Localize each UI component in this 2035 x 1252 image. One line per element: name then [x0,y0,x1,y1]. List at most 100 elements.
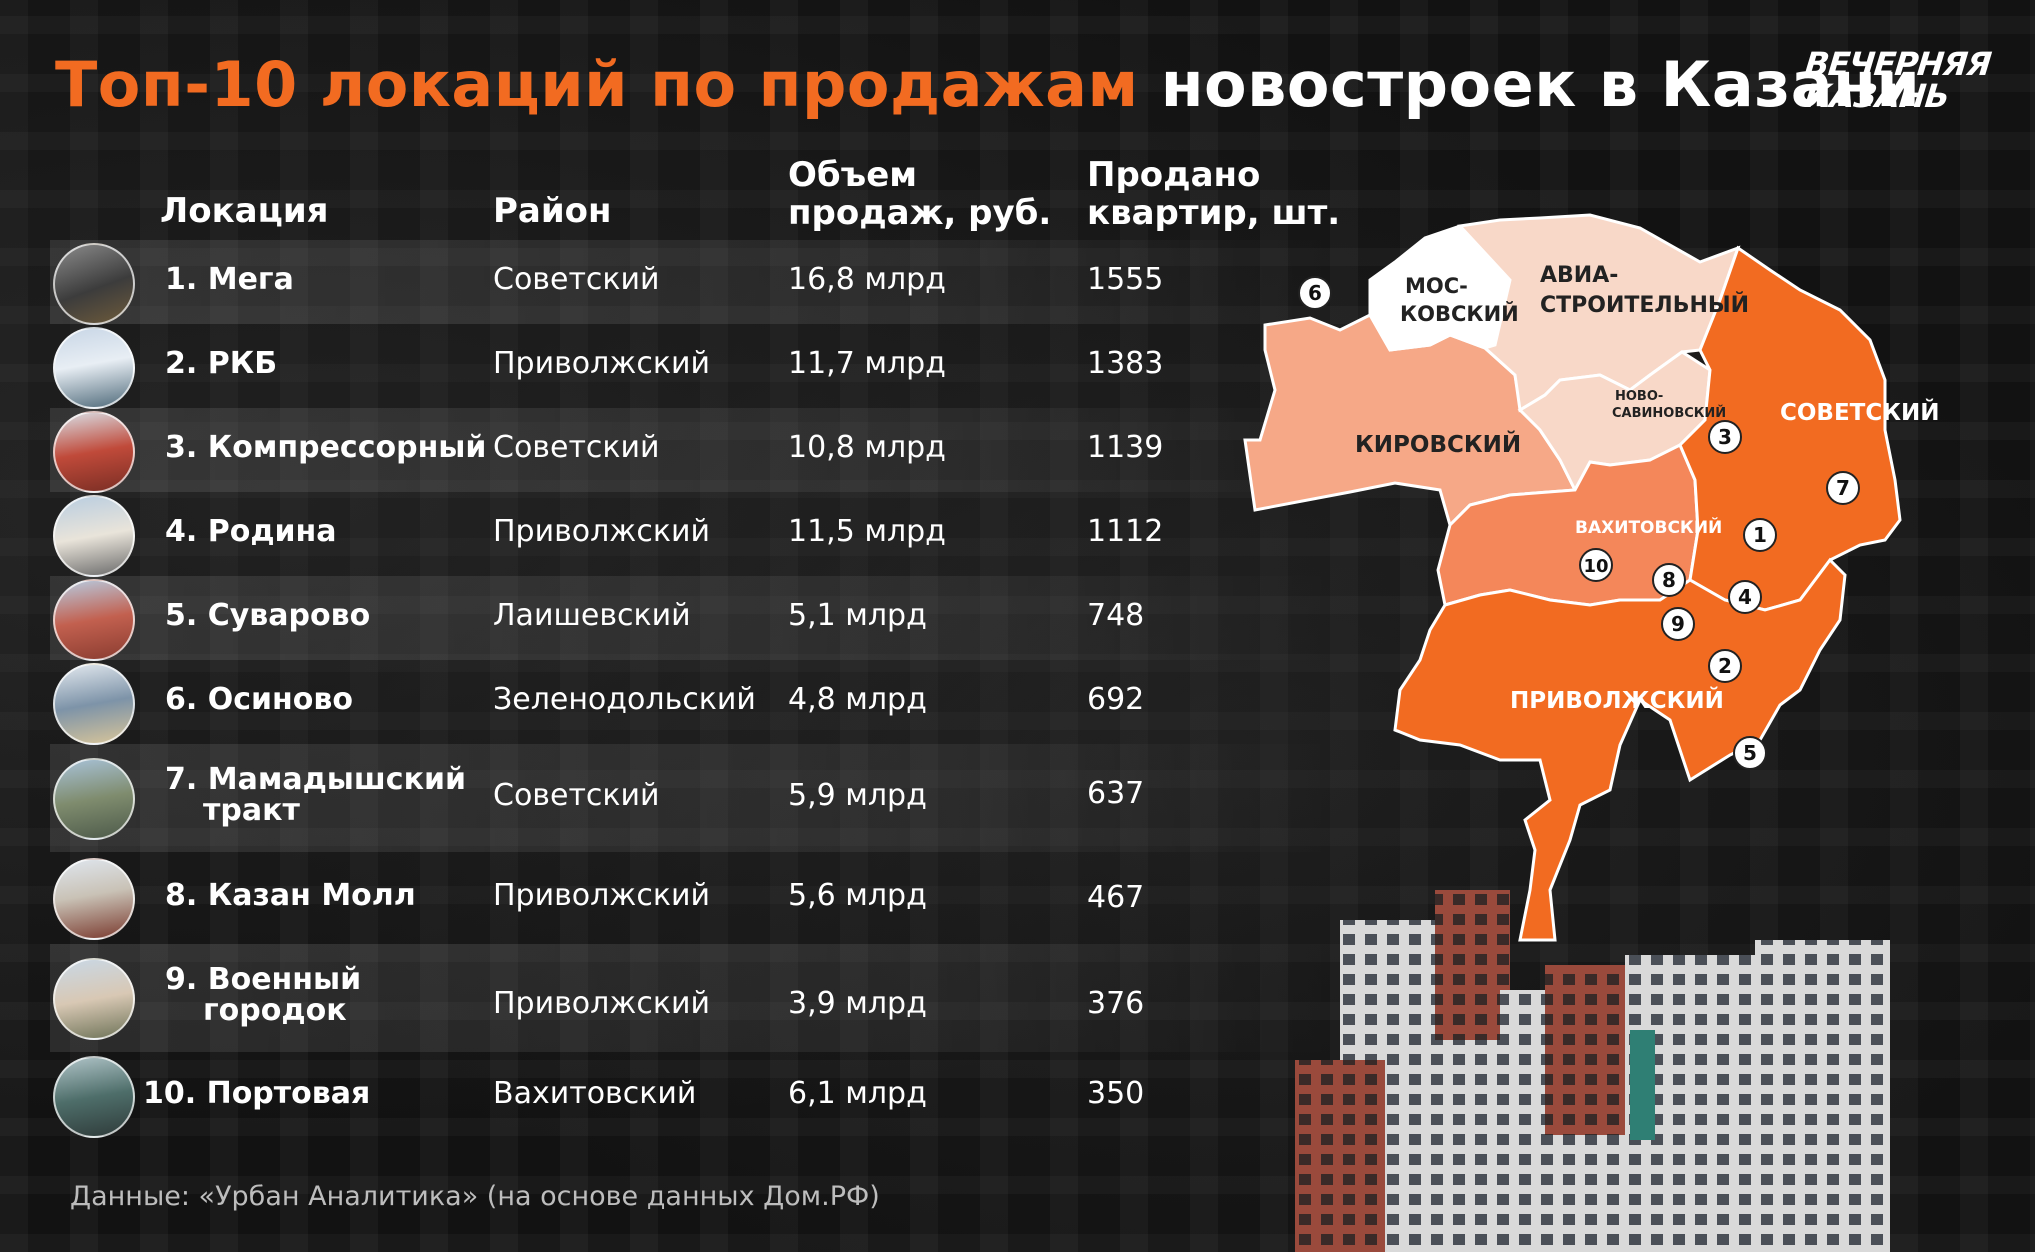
column-header-volume: Объем продаж, руб. [788,155,1052,233]
table-row: 8. Казан Молл Приволжский 5,6 млрд 467 [50,852,1335,944]
label-vakhitovsky: ВАХИТОВСКИЙ [1575,516,1722,538]
data-source-note: Данные: «Урбан Аналитика» (на основе дан… [70,1181,880,1212]
svg-text:7: 7 [1836,476,1850,500]
district-name: Советский [493,778,660,813]
district-name: Вахитовский [493,1076,697,1111]
svg-text:10: 10 [1583,556,1608,577]
location-name: 6. Осиново [165,682,353,717]
location-name: 4. Родина [165,514,337,549]
marker-3: 3 [1708,420,1742,454]
location-photo [53,579,135,661]
apartments-sold: 1112 [1087,514,1164,549]
label-sovetsky: СОВЕТСКИЙ [1780,398,1940,426]
location-name: 10. Портовая [143,1076,371,1111]
sales-volume: 5,6 млрд [788,878,927,913]
svg-text:9: 9 [1671,612,1685,636]
table-row: 10. Портовая Вахитовский 6,1 млрд 350 [50,1052,1335,1142]
svg-text:2: 2 [1718,654,1732,678]
column-header-location: Локация [160,191,329,231]
sales-volume: 10,8 млрд [788,430,946,465]
column-header-sold: Продано квартир, шт. [1087,155,1341,233]
sales-volume: 4,8 млрд [788,682,927,717]
location-name: 1. Мега [165,262,294,297]
sales-volume: 11,5 млрд [788,514,946,549]
apartments-sold: 1555 [1087,262,1164,297]
apartments-sold: 692 [1087,682,1145,717]
location-name: 7. Мамадышский тракт [165,762,466,828]
building-illustration [1295,890,1890,1252]
table-row: 3. Компрессорный Советский 10,8 млрд 113… [50,408,1335,493]
apartments-sold: 376 [1087,986,1145,1021]
location-markers: 6 3 7 1 10 8 4 9 2 5 [1298,276,1860,770]
table-row: 9. Военный городок Приволжский 3,9 млрд 3… [50,944,1335,1052]
location-photo [53,327,135,409]
sales-volume: 5,1 млрд [788,598,927,633]
district-name: Зеленодольский [493,682,756,717]
location-photo [53,958,135,1040]
district-name: Приволжский [493,986,710,1021]
location-photo [53,1056,135,1138]
table-row: 2. РКБ Приволжский 11,7 млрд 1383 [50,324,1335,409]
apartments-sold: 350 [1087,1076,1145,1111]
marker-8: 8 [1652,563,1686,597]
logo-line2: КАЗАНЬ [1803,77,1951,115]
location-photo [53,495,135,577]
table-row: 1. Мега Советский 16,8 млрд 1555 [50,240,1335,325]
district-name: Приволжский [493,346,710,381]
apartments-sold: 467 [1087,880,1145,915]
location-name: 2. РКБ [165,346,278,381]
table-row: 4. Родина Приволжский 11,5 млрд 1112 [50,492,1335,577]
svg-text:3: 3 [1718,425,1732,449]
marker-5: 5 [1733,736,1767,770]
apartments-sold: 1139 [1087,430,1164,465]
svg-text:5: 5 [1743,741,1757,765]
label-moskovsky: МОС-КОВСКИЙ [1400,274,1519,326]
column-header-district: Район [493,191,612,231]
table-row: 6. Осиново Зеленодольский 4,8 млрд 692 [50,660,1335,745]
location-photo [53,663,135,745]
sales-volume: 6,1 млрд [788,1076,927,1111]
marker-6: 6 [1298,276,1332,310]
svg-text:1: 1 [1753,523,1767,547]
svg-text:8: 8 [1662,568,1676,592]
marker-4: 4 [1728,580,1762,614]
district-name: Приволжский [493,514,710,549]
kazan-district-map: МОС-КОВСКИЙ АВИА-СТРОИТЕЛЬНЫЙ НОВО-САВИН… [1243,213,1940,942]
sales-volume: 3,9 млрд [788,986,927,1021]
marker-9: 9 [1661,607,1695,641]
location-name: 5. Суварово [165,598,371,633]
title-rest: новостроек в Казани [1160,48,1921,121]
sales-volume: 11,7 млрд [788,346,946,381]
location-photo [53,858,135,940]
location-photo [53,411,135,493]
title-accent: Топ-10 локаций по продажам [55,48,1139,121]
apartments-sold: 637 [1087,776,1145,811]
page-title: Топ-10 локаций по продажам новостроек в … [55,48,1920,121]
label-privolzhsky: ПРИВОЛЖСКИЙ [1510,686,1724,714]
logo-line1: ВЕЧЕРНЯЯ [1803,45,1993,83]
district-name: Советский [493,430,660,465]
location-name: 9. Военный городок [165,962,362,1028]
location-name: 3. Компрессорный [165,430,487,465]
label-kirovsky: КИРОВСКИЙ [1355,430,1521,458]
district-name: Советский [493,262,660,297]
table-row: 5. Суварово Лаишевский 5,1 млрд 748 [50,576,1335,661]
svg-text:4: 4 [1738,585,1752,609]
location-photo [53,758,135,840]
sales-volume: 5,9 млрд [788,778,927,813]
district-name: Приволжский [493,878,710,913]
svg-text:6: 6 [1308,281,1322,305]
apartments-sold: 1383 [1087,346,1164,381]
marker-2: 2 [1708,649,1742,683]
marker-1: 1 [1743,518,1777,552]
label-aviastroitelny: АВИА-СТРОИТЕЛЬНЫЙ [1540,263,1749,318]
label-novosavinovsky: НОВО-САВИНОВСКИЙ [1612,389,1726,421]
location-photo [53,243,135,325]
location-name: 8. Казан Молл [165,878,416,913]
table-row: 7. Мамадышский тракт Советский 5,9 млрд 6… [50,744,1335,852]
vechernyaya-kazan-logo: ВЕЧЕРНЯЯ КАЗАНЬ [1803,45,1995,118]
district-name: Лаишевский [493,598,691,633]
sales-volume: 16,8 млрд [788,262,946,297]
marker-10: 10 [1579,548,1613,582]
apartments-sold: 748 [1087,598,1145,633]
